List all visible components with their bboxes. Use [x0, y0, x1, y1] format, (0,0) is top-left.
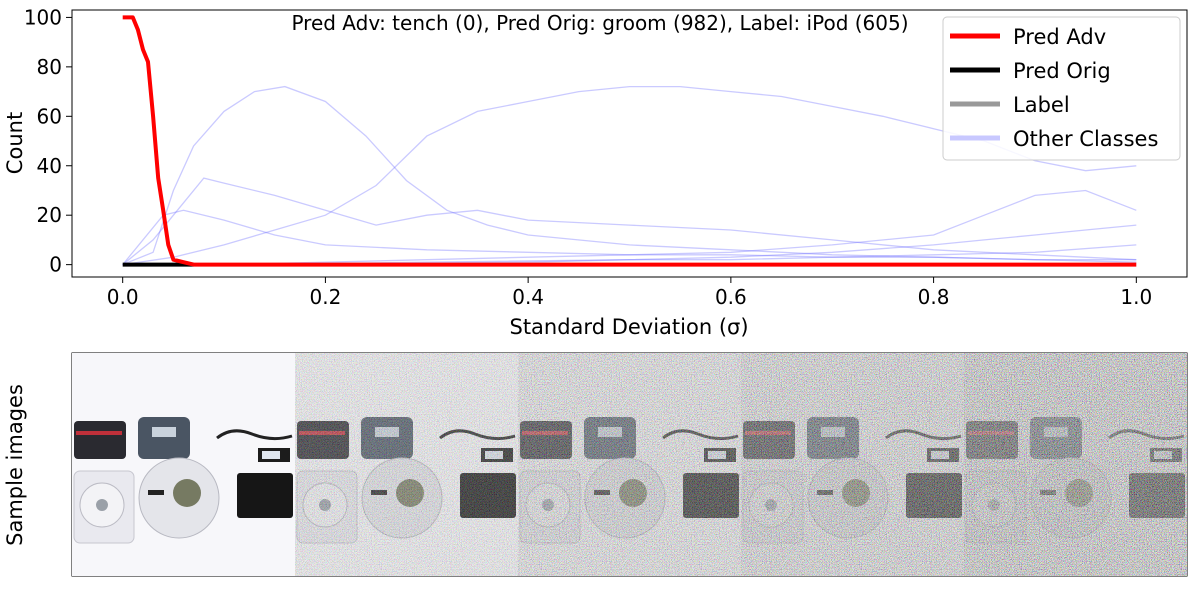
y-tick-label: 20	[37, 203, 62, 227]
legend: Pred Adv Pred Orig Label Other Classes	[942, 16, 1181, 161]
sample-image-tile	[518, 353, 741, 576]
sample-images-panel: Sample images	[3, 352, 1188, 577]
x-tick-label: 0.2	[310, 285, 342, 309]
legend-label: Other Classes	[1013, 127, 1158, 151]
x-tick-label: 1.0	[1120, 285, 1152, 309]
legend-label: Label	[1013, 93, 1070, 117]
legend-label: Pred Orig	[1013, 59, 1111, 83]
sample-image-tile	[964, 353, 1187, 576]
pred-adv-line	[122, 15, 1137, 267]
other-class-line-4	[122, 209, 1137, 266]
sample-image-tile	[295, 353, 518, 576]
other-class-line-3	[122, 189, 1137, 266]
x-axis-ticks: 0.0 0.2 0.4 0.6 0.8 1.0	[107, 277, 1152, 309]
sample-image-strip	[72, 353, 1187, 576]
legend-box	[942, 16, 1181, 161]
line-chart: 0.0 0.2 0.4 0.6 0.8 1.0 0 20 40 60 80 100 Standard…	[3, 5, 1188, 339]
y-axis-ticks: 0 20 40 60 80 100	[24, 5, 72, 277]
x-tick-label: 0.6	[715, 285, 747, 309]
x-tick-label: 0.8	[918, 285, 950, 309]
other-class-line-0	[122, 85, 1137, 266]
x-tick-label: 0.0	[107, 285, 139, 309]
x-axis-label: Standard Deviation (σ)	[509, 315, 748, 339]
other-class-line-2	[122, 177, 1137, 266]
legend-label: Pred Adv	[1013, 25, 1106, 49]
chart-title: Pred Adv: tench (0), Pred Orig: groom (9…	[291, 11, 908, 35]
y-tick-label: 40	[37, 154, 62, 178]
legend-items: Pred Adv Pred Orig Label Other Classes	[950, 25, 1158, 151]
main-series-lines	[122, 15, 1137, 267]
sample-image-tile	[72, 353, 295, 576]
y-tick-label: 100	[24, 5, 62, 29]
x-tick-label: 0.4	[512, 285, 544, 309]
sample-image-tile	[741, 353, 964, 576]
y-tick-label: 0	[49, 253, 62, 277]
sample-images-label: Sample images	[3, 384, 27, 546]
y-tick-label: 60	[37, 104, 62, 128]
y-axis-label: Count	[3, 112, 27, 174]
y-tick-label: 80	[37, 55, 62, 79]
